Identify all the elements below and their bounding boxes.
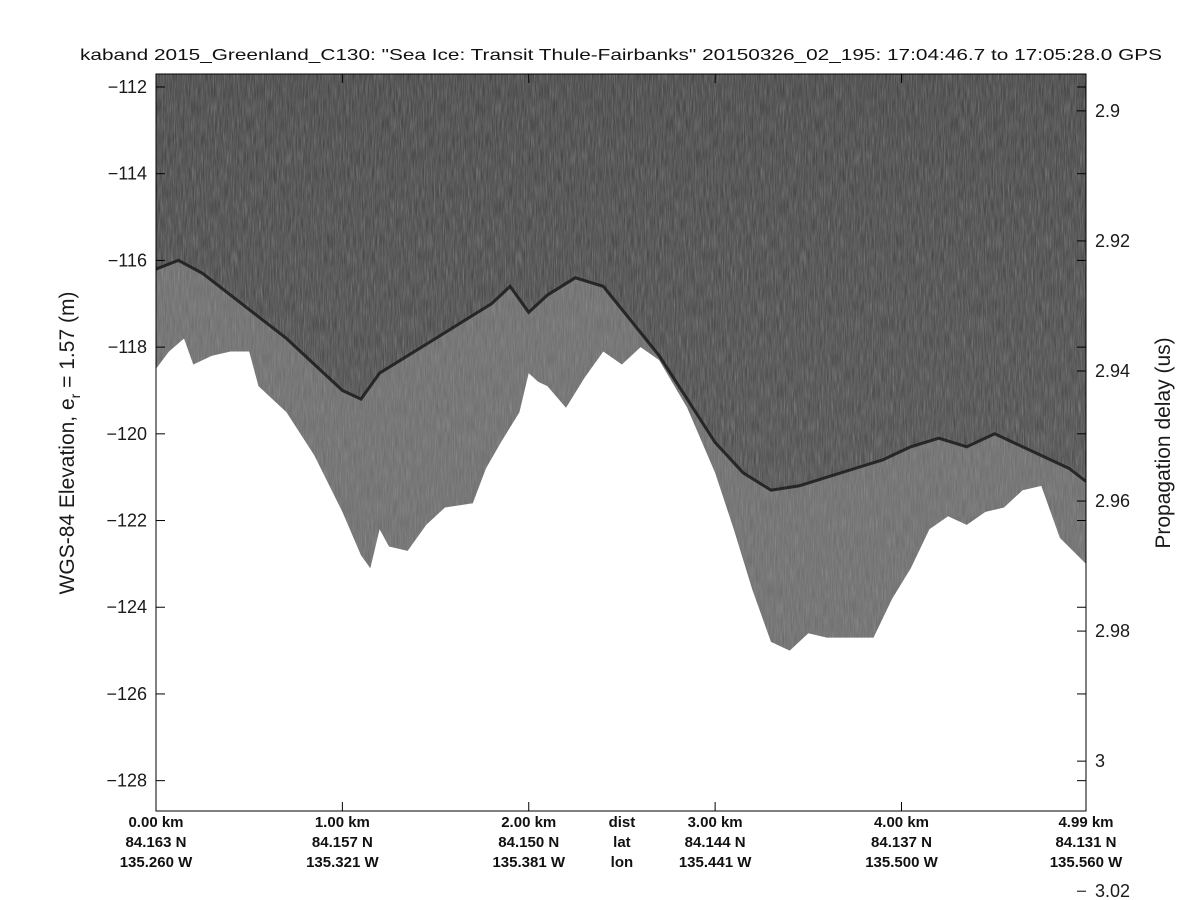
bottom-dist-label: 1.00 km bbox=[315, 814, 370, 831]
bottom-lon-label: 135.321 W bbox=[306, 854, 379, 871]
bottom-lon-label: 135.500 W bbox=[865, 854, 938, 871]
left-tick-label: −118 bbox=[108, 337, 147, 357]
right-tick-label: 2.94 bbox=[1095, 361, 1130, 381]
bottom-lat-label: 84.150 N bbox=[498, 834, 559, 851]
left-tick-label: −124 bbox=[106, 597, 147, 617]
right-tick-label: 3.02 bbox=[1095, 881, 1130, 900]
bottom-axis: 0.00 km 84.163 N 135.260 W 1.00 km 84.157 N 1… bbox=[120, 74, 1123, 871]
left-tick-label: −112 bbox=[108, 77, 147, 97]
bottom-row-label-lon: lon bbox=[611, 854, 634, 871]
right-tick-label: 2.92 bbox=[1095, 231, 1130, 251]
upper-echo-texture bbox=[156, 74, 1086, 491]
right-y-axis: 2.9 2.92 2.94 2.96 2.98 3 3.02 bbox=[1077, 101, 1130, 900]
surface-return-line bbox=[156, 258, 1086, 492]
volume-echo-texture bbox=[156, 260, 1086, 651]
left-tick-label: −126 bbox=[106, 684, 147, 704]
y-axis-label-tail: = 1.57 (m) bbox=[56, 292, 79, 394]
bottom-dist-label: 4.99 km bbox=[1058, 814, 1113, 831]
bottom-lat-label: 84.157 N bbox=[312, 834, 373, 851]
bottom-lat-label: 84.163 N bbox=[126, 834, 187, 851]
right-tick-label: 2.9 bbox=[1095, 101, 1120, 121]
bottom-dist-label: 4.00 km bbox=[874, 814, 929, 831]
bottom-lat-label: 84.144 N bbox=[685, 834, 746, 851]
bottom-lon-label: 135.560 W bbox=[1050, 854, 1123, 871]
right-tick-label: 2.96 bbox=[1095, 491, 1130, 511]
bottom-lon-label: 135.441 W bbox=[679, 854, 752, 871]
bottom-lat-label: 84.137 N bbox=[871, 834, 932, 851]
bottom-lat-label: 84.131 N bbox=[1056, 834, 1117, 851]
plot-frame bbox=[155, 73, 1087, 812]
right-tick-label: 2.98 bbox=[1095, 621, 1130, 641]
y-axis-label-subscript: r bbox=[67, 393, 83, 398]
left-tick-label: −128 bbox=[106, 771, 147, 791]
bottom-row-label-dist: dist bbox=[609, 814, 636, 831]
plot-area bbox=[156, 74, 1086, 651]
y2-axis-label: Propagation delay (us) bbox=[1152, 337, 1175, 548]
bottom-dist-label: 2.00 km bbox=[501, 814, 556, 831]
left-y-axis: −112 −114 −116 −118 −120 −122 −124 −126 −128 bbox=[106, 77, 1086, 791]
bottom-row-label-lat: lat bbox=[613, 834, 631, 851]
bottom-dist-label: 3.00 km bbox=[688, 814, 743, 831]
bottom-lon-label: 135.260 W bbox=[120, 854, 193, 871]
y-axis-label: WGS-84 Elevation, er = 1.57 (m) bbox=[56, 292, 83, 595]
bottom-lon-label: 135.381 W bbox=[492, 854, 565, 871]
left-tick-label: −114 bbox=[108, 164, 147, 184]
bottom-dist-label: 0.00 km bbox=[128, 814, 183, 831]
left-tick-label: −120 bbox=[106, 424, 147, 444]
y-axis-label-main: WGS-84 Elevation, e bbox=[56, 398, 79, 594]
left-tick-label: −122 bbox=[106, 511, 147, 531]
left-tick-label: −116 bbox=[108, 250, 147, 270]
chart-title: kaband 2015_Greenland_C130: "Sea Ice: Tr… bbox=[80, 47, 1162, 64]
right-tick-label: 3 bbox=[1095, 751, 1105, 771]
